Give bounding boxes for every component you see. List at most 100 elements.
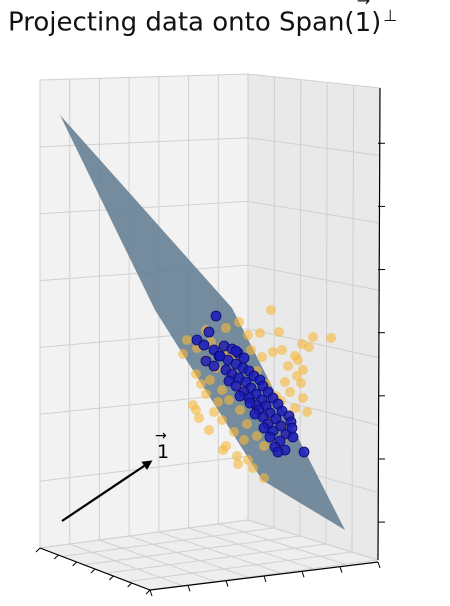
gridline [247, 73, 381, 89]
vector-arrow-icon: → [356, 0, 371, 10]
original-data-point [182, 335, 192, 345]
back-left-pane [40, 74, 248, 548]
original-data-point [257, 352, 267, 362]
original-data-point [201, 389, 211, 399]
gridline [247, 200, 380, 224]
original-data-point [285, 387, 295, 397]
gridline [69, 543, 183, 587]
original-data-point [233, 459, 243, 469]
y-tick [377, 561, 381, 569]
original-data-point [283, 361, 293, 371]
y-axis-ticks [149, 561, 381, 597]
projected-data-point [210, 310, 222, 322]
original-data-point [308, 332, 318, 342]
projected-data-point [198, 339, 210, 351]
floor-pane [40, 520, 378, 590]
y-tick [301, 571, 305, 578]
original-data-point [217, 415, 227, 425]
gridline [128, 535, 248, 578]
gridline [247, 519, 379, 561]
x-tick [72, 561, 78, 567]
original-data-point [217, 385, 227, 395]
projected-data-point [249, 408, 261, 420]
projected-data-point [298, 446, 310, 458]
original-data-point [243, 455, 253, 465]
original-data-point [239, 435, 249, 445]
projected-data-point [275, 420, 287, 432]
projected-data-point [258, 422, 270, 434]
original-data-point [205, 375, 215, 385]
original-data-point [178, 349, 188, 359]
original-data-point [221, 323, 231, 333]
gridline [61, 527, 275, 557]
gridline [158, 531, 281, 574]
projected-points [191, 310, 310, 458]
original-data-point [213, 397, 223, 407]
gridline [351, 85, 355, 553]
projected-data-point [203, 326, 215, 338]
original-data-point [229, 427, 239, 437]
original-data-point [243, 330, 253, 340]
projected-data-point [230, 380, 242, 392]
projected-data-point [287, 431, 299, 443]
original-data-point [259, 441, 269, 451]
y-tick [187, 585, 191, 592]
x-axis-ticks [35, 547, 151, 595]
projected-data-point [208, 360, 220, 372]
original-data-point [266, 305, 276, 315]
z-axis-ticks [378, 142, 385, 523]
gridline [127, 551, 353, 583]
original-data-point [191, 405, 201, 415]
projected-data-point [214, 350, 226, 362]
original-data-point [232, 451, 242, 461]
original-data-point [255, 328, 265, 338]
original-data-point [304, 342, 314, 352]
gridline [188, 527, 314, 570]
original-data-point [280, 377, 290, 387]
original-data-point [293, 355, 303, 365]
projected-data-point [234, 390, 246, 402]
gridline [39, 137, 249, 148]
original-data-point [218, 445, 228, 455]
original-data-point [194, 413, 204, 423]
original-data-point [191, 369, 201, 379]
x-tick [145, 589, 151, 595]
projected-data-point [272, 446, 284, 458]
x-tick [35, 547, 41, 553]
original-data-point [209, 407, 219, 417]
gridline [83, 535, 301, 566]
original-data-point [246, 345, 256, 355]
gridline [247, 328, 379, 359]
title-vector: → 1 [354, 0, 372, 38]
projected-data-point [244, 397, 256, 409]
gridline [105, 543, 327, 574]
projected-data-point [264, 431, 276, 443]
title-vector-one: 1 [354, 7, 372, 38]
projected-data-point [200, 355, 212, 367]
gridline [39, 73, 249, 81]
original-data-point [277, 345, 287, 355]
y-tick [263, 575, 267, 583]
original-data-point [302, 407, 312, 417]
original-data-point [242, 419, 252, 429]
projected-data-point [230, 345, 242, 357]
gridline [39, 519, 249, 549]
original-data-point [326, 333, 336, 343]
x-tick [127, 582, 133, 588]
original-data-point [296, 378, 306, 388]
original-data-point [234, 317, 244, 327]
original-data-point [298, 393, 308, 403]
original-data-point [224, 395, 234, 405]
y-tick [339, 566, 343, 573]
original-data-point [248, 463, 258, 473]
original-data-point [274, 327, 284, 337]
x-tick [53, 554, 59, 560]
original-data-point [290, 403, 300, 413]
original-data-point [252, 431, 262, 441]
perp-symbol: ⊥ [383, 6, 398, 25]
chart-title-text: Projecting data onto Span( [8, 7, 355, 38]
original-data-point [259, 473, 269, 483]
gridline [39, 200, 249, 215]
y-tick [225, 580, 229, 587]
